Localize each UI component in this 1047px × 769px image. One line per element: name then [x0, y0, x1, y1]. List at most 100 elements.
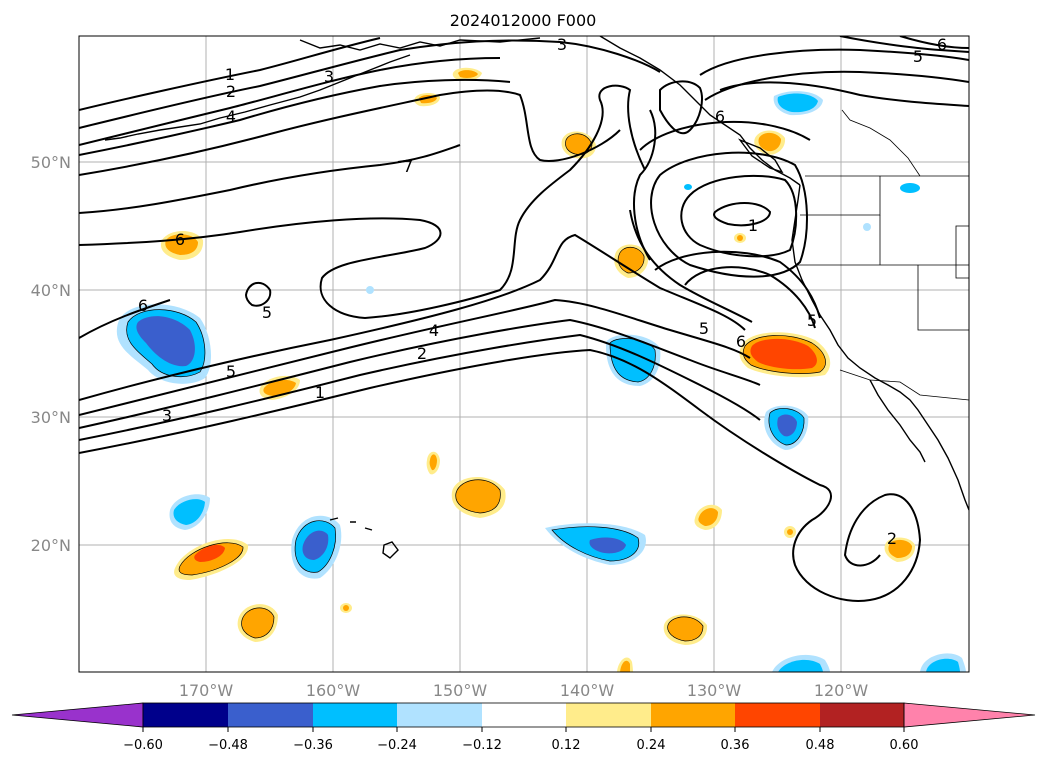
coastlines — [104, 36, 969, 559]
contour-line — [79, 298, 751, 416]
contour-label: 6 — [736, 332, 746, 351]
contour-line — [79, 89, 621, 176]
contour-label: 2 — [226, 82, 236, 101]
positive-anomaly-blob — [458, 70, 478, 78]
colorbar-tick-label: 0.12 — [552, 738, 581, 753]
negative-anomaly-blob — [777, 93, 818, 113]
colorbar-segment — [651, 703, 735, 727]
positive-anomaly-blob — [737, 235, 743, 241]
positive-anomaly-blob — [429, 454, 437, 471]
map-panel: 1 2 3 4 3 5 6 7 6 6 5 5 4 2 1 3 5 6 1 2 … — [79, 35, 969, 672]
colorbar-tick-label: −0.24 — [377, 738, 417, 753]
colorbar-tick-label: −0.48 — [208, 738, 248, 753]
contour-label: 1 — [748, 216, 758, 235]
contour-label: 3 — [557, 35, 567, 54]
contour-line — [79, 144, 461, 214]
contour-label: 6 — [175, 230, 185, 249]
contour-line — [629, 120, 811, 323]
contour-label: 2 — [887, 529, 897, 548]
colorbar-extend-min — [11, 702, 144, 728]
lon-label: 120°W — [814, 681, 869, 700]
negative-anomaly-blob — [589, 537, 626, 554]
contour-line — [839, 36, 969, 53]
lon-label: 170°W — [179, 681, 234, 700]
contour-line — [244, 281, 272, 307]
contour-line — [79, 233, 746, 401]
plot-title: 2024012000 F000 — [450, 11, 597, 30]
colorbar-extend-max — [903, 702, 1036, 728]
negative-anomaly-blob — [684, 184, 692, 190]
colorbar-tick-label: 0.36 — [721, 738, 750, 753]
contour-line — [79, 37, 381, 111]
contour-label: 4 — [226, 107, 236, 126]
lat-label: 20°N — [31, 536, 71, 555]
contour-line — [659, 80, 703, 135]
positive-anomaly-blob — [888, 539, 912, 558]
contour-label: 5 — [699, 319, 709, 338]
lon-label: 140°W — [560, 681, 615, 700]
lat-label: 30°N — [31, 408, 71, 427]
positive-anomaly-blob — [667, 616, 703, 641]
contour-label: 4 — [429, 321, 439, 340]
contour-line — [680, 174, 798, 258]
positive-anomaly-blob — [455, 479, 501, 513]
contour-label: 5 — [262, 303, 272, 322]
contour-line — [79, 57, 501, 146]
colorbar-tick-label: 0.48 — [806, 738, 835, 753]
colorbar-segment — [397, 703, 482, 727]
colorbar-tick-label: −0.36 — [293, 738, 333, 753]
lon-label: 160°W — [306, 681, 361, 700]
negative-anomaly-blob — [302, 530, 329, 560]
contour-label: 1 — [225, 65, 235, 84]
negative-anomaly-blob — [778, 659, 823, 672]
contour-line — [79, 78, 511, 156]
contour-line — [79, 84, 646, 320]
contour-line — [713, 202, 772, 227]
colorbar-tick-label: 0.24 — [637, 738, 666, 753]
lat-label: 40°N — [31, 281, 71, 300]
contour-labels: 1 2 3 4 3 5 6 7 6 6 5 5 4 2 1 3 5 6 1 2 … — [138, 35, 947, 548]
negative-anomaly-blob — [900, 183, 920, 193]
positive-anomaly-blob — [565, 133, 592, 155]
colorbar-tick-label: 0.60 — [890, 738, 919, 753]
alaska-coast — [299, 37, 541, 51]
contour-line — [397, 159, 413, 163]
contour-label: 5 — [807, 311, 817, 330]
positive-anomaly-blob — [263, 379, 296, 396]
contour-line — [654, 250, 821, 319]
contour-label: 5 — [226, 362, 236, 381]
colorbar-segment — [566, 703, 651, 727]
contour-line — [699, 48, 969, 76]
negative-anomaly-blob — [136, 316, 195, 367]
contour-label: 2 — [417, 344, 427, 363]
thickness-contours — [79, 36, 969, 602]
latitude-labels: 50°N 40°N 30°N 20°N — [31, 153, 71, 555]
contour-label: 6 — [715, 107, 725, 126]
colorbar-segment — [313, 703, 397, 727]
gridlines — [79, 36, 969, 672]
contour-line — [79, 39, 661, 129]
hawaii-islands — [329, 517, 399, 559]
positive-anomaly-blob — [194, 544, 225, 562]
negative-anomaly-blob — [173, 499, 205, 525]
colorbar-segment — [228, 703, 313, 727]
colorbar-segment — [820, 703, 904, 727]
contour-line — [79, 318, 761, 429]
contour-label: 3 — [324, 67, 334, 86]
contour-line — [650, 151, 808, 278]
contour-line — [719, 81, 969, 107]
lon-label: 150°W — [433, 681, 488, 700]
us-west-coast — [791, 184, 969, 511]
colorbar-tick-label: −0.60 — [123, 738, 163, 753]
contour-label: 5 — [913, 47, 923, 66]
contour-line — [79, 348, 922, 602]
contour-label: 6 — [937, 35, 947, 54]
colorbar-segment — [143, 703, 228, 727]
contour-line — [899, 36, 969, 49]
positive-anomaly-blob — [343, 605, 349, 611]
positive-anomaly-blob — [787, 529, 793, 535]
negative-anomaly-blob — [926, 658, 960, 672]
negative-anomaly-blob — [777, 414, 797, 437]
negative-anomaly-blob — [366, 286, 374, 294]
